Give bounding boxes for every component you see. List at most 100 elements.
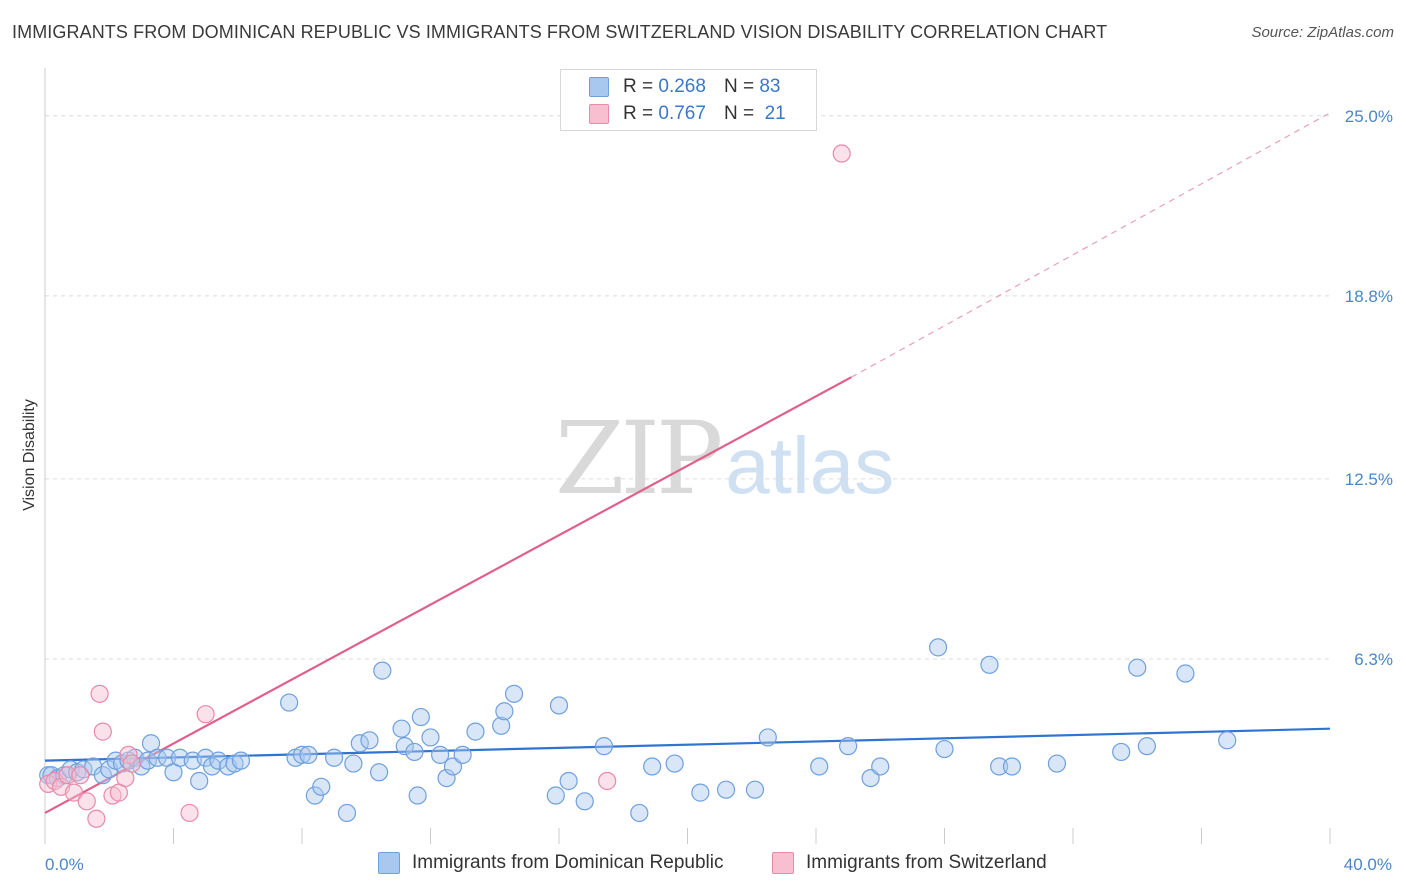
data-point-switzerland bbox=[90, 684, 109, 703]
watermark-zip: ZIP bbox=[555, 400, 723, 517]
legend-r-value: 0.268 bbox=[658, 76, 706, 97]
series-legend: Immigrants from Dominican Republic Immig… bbox=[0, 852, 1406, 878]
data-point-dominican bbox=[148, 748, 167, 767]
legend-r-label: R = bbox=[623, 76, 654, 97]
data-point-dominican bbox=[395, 737, 414, 756]
data-point-dominican bbox=[1112, 742, 1131, 762]
series-legend-switzerland[interactable]: Immigrants from Switzerland bbox=[772, 852, 1047, 874]
data-point-dominican bbox=[630, 803, 649, 823]
watermark: ZIPatlas bbox=[555, 400, 894, 517]
data-point-dominican bbox=[453, 745, 472, 764]
data-points bbox=[39, 144, 1237, 828]
legend-swatch-dominican bbox=[589, 77, 609, 97]
series-label-switzerland: Immigrants from Switzerland bbox=[806, 852, 1047, 873]
data-point-dominican bbox=[1002, 757, 1022, 776]
legend-r-value: 0.767 bbox=[658, 103, 706, 124]
legend-row-switzerland: R = 0.767 N = 21 bbox=[561, 101, 786, 127]
y-axis-label: Vision Disability bbox=[21, 399, 38, 511]
series-swatch-switzerland bbox=[772, 852, 794, 874]
data-point-dominican bbox=[1137, 737, 1156, 756]
data-point-dominican bbox=[392, 719, 411, 738]
legend-swatch-switzerland bbox=[589, 104, 609, 124]
tick-labels: 6.3% 12.5% 18.8% 25.0% 0.0% 40.0% bbox=[45, 107, 1393, 874]
y-tick-label: 18.8% bbox=[1345, 287, 1393, 306]
data-point-dominican bbox=[546, 786, 565, 805]
data-point-dominican bbox=[990, 757, 1009, 776]
chart-title: IMMIGRANTS FROM DOMINICAN REPUBLIC VS IM… bbox=[12, 22, 1108, 42]
series-swatch-dominican bbox=[378, 852, 400, 874]
legend-row-dominican: R = 0.268 N = 83 bbox=[561, 74, 780, 100]
data-point-dominican bbox=[360, 731, 379, 750]
data-point-switzerland bbox=[93, 722, 112, 741]
data-point-switzerland bbox=[180, 803, 199, 823]
data-point-dominican bbox=[575, 792, 594, 811]
data-point-switzerland bbox=[71, 766, 90, 785]
data-point-dominican bbox=[1218, 731, 1237, 750]
data-point-dominican bbox=[373, 661, 392, 680]
data-point-switzerland bbox=[832, 144, 851, 163]
legend-n-label: N = bbox=[723, 103, 755, 124]
data-point-dominican bbox=[935, 739, 954, 759]
data-point-dominican bbox=[504, 684, 524, 703]
data-point-dominican bbox=[745, 780, 765, 799]
data-point-switzerland bbox=[598, 771, 617, 791]
data-point-dominican bbox=[405, 742, 424, 762]
trend-extension-switzerland bbox=[851, 112, 1331, 378]
data-point-switzerland bbox=[122, 754, 141, 773]
data-point-dominican bbox=[280, 693, 299, 712]
data-point-dominican bbox=[1176, 664, 1195, 683]
data-point-dominican bbox=[421, 728, 440, 747]
data-point-dominican bbox=[495, 702, 514, 721]
source-label: Source: ZipAtlas.com bbox=[1251, 24, 1394, 41]
trend-line-dominican bbox=[44, 727, 1331, 762]
legend-n-label: N = bbox=[723, 76, 755, 97]
data-point-dominican bbox=[231, 751, 251, 770]
data-point-dominican bbox=[839, 737, 858, 756]
data-point-dominican bbox=[370, 763, 389, 782]
data-point-switzerland bbox=[77, 792, 96, 811]
series-label-dominican: Immigrants from Dominican Republic bbox=[412, 852, 724, 873]
data-point-dominican bbox=[408, 786, 427, 805]
data-point-switzerland bbox=[87, 809, 106, 828]
y-tick-label: 12.5% bbox=[1345, 470, 1393, 489]
data-point-dominican bbox=[559, 771, 578, 791]
y-tick-label: 25.0% bbox=[1345, 107, 1393, 126]
trend-line-switzerland bbox=[44, 376, 852, 814]
data-point-dominican bbox=[1047, 754, 1067, 773]
data-point-dominican bbox=[928, 638, 948, 657]
legend-n-value: 21 bbox=[764, 103, 786, 124]
watermark-atlas: atlas bbox=[725, 421, 895, 510]
series-legend-dominican[interactable]: Immigrants from Dominican Republic bbox=[378, 852, 724, 874]
data-point-dominican bbox=[716, 780, 736, 799]
data-point-dominican bbox=[344, 754, 363, 773]
data-point-dominican bbox=[437, 768, 456, 788]
data-point-dominican bbox=[325, 748, 344, 767]
legend-r-label: R = bbox=[623, 103, 654, 124]
data-point-dominican bbox=[594, 737, 614, 756]
data-point-switzerland bbox=[64, 783, 84, 802]
data-point-dominican bbox=[492, 716, 511, 735]
grid-lines bbox=[45, 115, 1330, 660]
correlation-legend: R = 0.268 N = 83 R = 0.767 N = 21 bbox=[560, 69, 817, 131]
data-point-dominican bbox=[1128, 658, 1147, 677]
data-point-dominican bbox=[431, 745, 450, 764]
data-point-dominican bbox=[871, 757, 890, 776]
data-point-dominican bbox=[810, 757, 829, 776]
data-point-dominican bbox=[466, 722, 485, 741]
data-point-dominican bbox=[861, 768, 880, 788]
y-tick-label: 6.3% bbox=[1354, 650, 1393, 669]
data-point-dominican bbox=[980, 655, 999, 674]
axes bbox=[44, 68, 1331, 844]
data-point-dominican bbox=[292, 745, 312, 764]
data-point-dominican bbox=[337, 803, 357, 823]
data-point-dominican bbox=[758, 728, 777, 747]
x-tick-label: 0.0% bbox=[45, 855, 84, 874]
data-point-dominican bbox=[190, 771, 209, 791]
data-point-switzerland bbox=[58, 766, 77, 785]
data-point-dominican bbox=[643, 757, 662, 776]
data-point-dominican bbox=[299, 745, 318, 764]
data-point-dominican bbox=[411, 707, 430, 727]
trend-lines bbox=[44, 112, 1331, 814]
data-point-switzerland bbox=[196, 705, 215, 724]
